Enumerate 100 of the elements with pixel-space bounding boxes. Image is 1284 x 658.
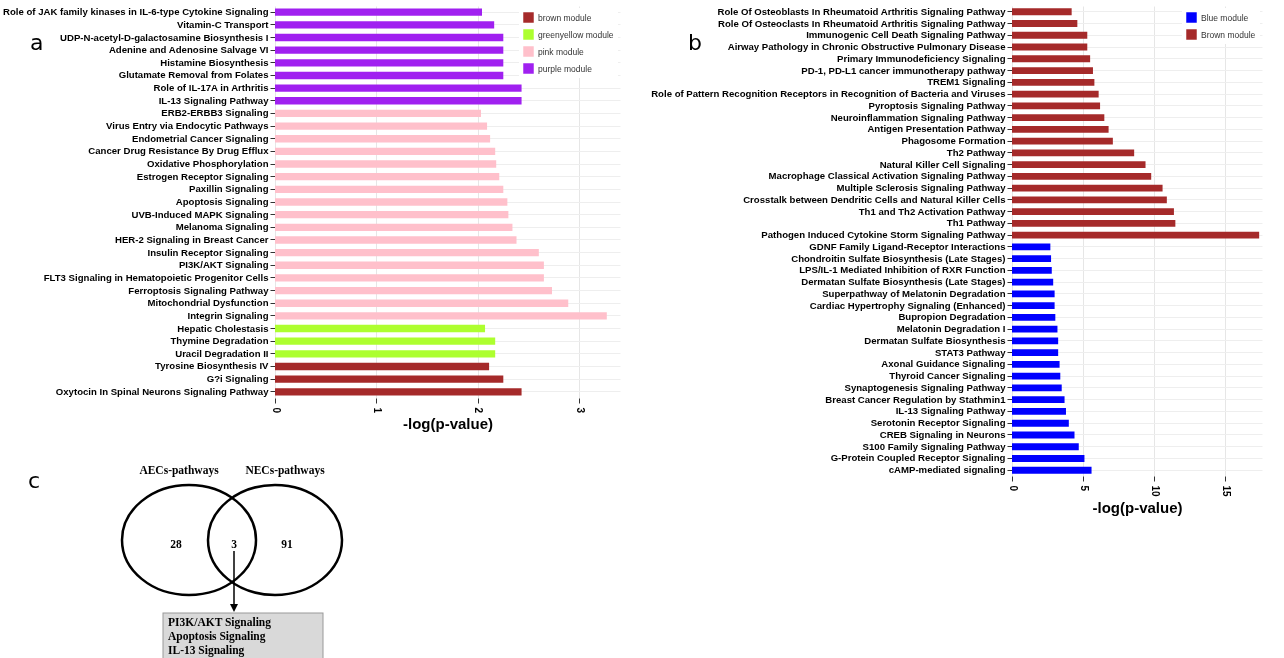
bar (1012, 243, 1051, 251)
bar (275, 337, 496, 345)
y-tick-label: Cancer Drug Resistance By Drug Efflux (88, 145, 270, 157)
y-tick-label: Uracil Degradation II (175, 347, 269, 359)
bar (275, 84, 522, 92)
bar (275, 350, 496, 358)
bar (275, 312, 607, 320)
y-tick-label: Phagosome Formation (901, 135, 1006, 147)
x-axis-title: -log(p-value) (403, 415, 493, 433)
x-tick-label: 10 (1149, 485, 1161, 498)
y-tick-label: Th1 Pathway (946, 217, 1007, 229)
y-tick-label: Axonal Guidance Signaling (881, 358, 1006, 370)
y-tick-label: G?i Signaling (206, 373, 269, 385)
y-tick-label: Thyroid Cancer Signaling (889, 370, 1006, 382)
bar (1012, 114, 1105, 121)
bar (1012, 278, 1054, 286)
y-tick-label: Antigen Presentation Pathway (867, 123, 1007, 135)
bar (275, 135, 491, 143)
y-tick-label: FLT3 Signaling in Hematopoietic Progenitor Cells (43, 271, 269, 283)
text: c (28, 468, 41, 493)
bar (275, 198, 508, 206)
bar (1012, 184, 1163, 192)
bar (275, 299, 569, 307)
y-tick-label: Breast Cancer Regulation by Stathmin1 (825, 393, 1007, 405)
y-tick-label: Vitamin-C Transport (176, 18, 270, 30)
bar (1012, 408, 1066, 415)
text: IL-13 Signaling (168, 644, 245, 657)
y-tick-label: Apoptosis Signaling (175, 196, 269, 207)
y-tick-label: cAMP-mediated signaling (888, 464, 1006, 476)
bar (275, 97, 522, 105)
y-tick-label: Pyroptosis Signaling Pathway (868, 99, 1007, 111)
y-tick-label: IL-13 Signaling Pathway (895, 405, 1007, 417)
y-tick-label: PD-1, PD-L1 cancer immunotherapy pathway (801, 64, 1007, 76)
y-tick-label: Estrogen Receptor Signaling (136, 170, 269, 182)
x-tick-label: 5 (1078, 485, 1090, 492)
bar (1012, 102, 1101, 110)
y-tick-label: Airway Pathology in Chronic Obstructive Pulmonary Disease (727, 41, 1006, 53)
bar (1012, 455, 1085, 462)
bar (1012, 302, 1055, 310)
bar (275, 160, 497, 168)
bar (275, 71, 504, 80)
text: a (30, 30, 44, 55)
bar (275, 248, 539, 257)
bar (275, 223, 513, 231)
bar (1012, 419, 1069, 427)
bar (275, 8, 482, 16)
category-label: AECs-pathways (139, 464, 220, 477)
bar (275, 236, 517, 244)
y-tick-label: Melatonin Degradation I (896, 323, 1006, 335)
x-tick-label: 1 (371, 407, 383, 414)
bar (275, 109, 481, 118)
text: b (688, 30, 702, 55)
x-tick-label: 2 (473, 407, 485, 414)
bar (275, 362, 490, 371)
y-tick-label: GDNF Family Ligand-Receptor Interactions (809, 240, 1006, 252)
y-tick-label: Dermatan Sulfate Biosynthesis (864, 334, 1006, 346)
bar (275, 324, 486, 333)
text: 28 (170, 538, 182, 550)
y-tick-label: Pathogen Induced Cytokine Storm Signaling Pathway (761, 229, 1007, 241)
bar (1012, 20, 1078, 27)
y-tick-label: Histamine Biosynthesis (160, 56, 269, 68)
bar (275, 261, 544, 269)
y-tick-label: Tyrosine Biosynthesis IV (155, 360, 270, 372)
bar (1012, 231, 1260, 239)
y-tick-label: Th2 Pathway (946, 146, 1007, 158)
category-label: NECs-pathways (245, 464, 326, 477)
y-tick-label: HER-2 Signaling in Breast Cancer (114, 233, 269, 245)
y-tick-label: Superpathway of Melatonin Degradation (822, 287, 1006, 299)
bar (275, 122, 488, 130)
y-tick-label: Insulin Receptor Signaling (147, 246, 269, 258)
y-tick-label: Paxillin Signaling (189, 183, 269, 195)
bar (1012, 196, 1167, 204)
y-tick-label: Chondroitin Sulfate Biosynthesis (Late Stages) (791, 252, 1006, 264)
legend-label: purple module (538, 63, 593, 74)
y-tick-label: Multiple Sclerosis Signaling Pathway (836, 182, 1007, 194)
y-tick-label: Serotonin Receptor Signaling (870, 417, 1006, 429)
y-tick-label: Macrophage Classical Activation Signaling Pathway (768, 170, 1007, 182)
x-tick-label: 0 (270, 407, 282, 414)
y-tick-label: Role Of Osteoclasts In Rheumatoid Arthritis Signaling Pathway (717, 17, 1007, 29)
y-tick-label: Neuroinflammation Signaling Pathway (830, 111, 1007, 123)
y-tick-label: S100 Family Signaling Pathway (862, 440, 1007, 452)
y-tick-label: Hepatic Cholestasis (177, 322, 269, 334)
y-tick-label: Adenine and Adenosine Salvage VI (108, 44, 269, 56)
y-tick-label: Immunogenic Cell Death Signaling Pathway (806, 29, 1007, 41)
bar (1012, 361, 1060, 368)
y-tick-label: Mitochondrial Dysfunction (147, 297, 269, 309)
x-tick-label: 3 (574, 407, 586, 414)
y-tick-label: Thymine Degradation (170, 335, 269, 347)
bar (275, 59, 504, 67)
bar (1012, 266, 1052, 274)
bar (1012, 349, 1059, 357)
bar (275, 286, 553, 295)
text: 3 (231, 538, 238, 550)
y-tick-label: Ferroptosis Signaling Pathway (128, 284, 270, 296)
bar (1012, 466, 1092, 474)
x-tick-label: 15 (1220, 485, 1232, 498)
bar (1012, 55, 1091, 63)
y-tick-label: Th1 and Th2 Activation Pathway (858, 205, 1007, 217)
legend-label: greenyellow module (538, 29, 614, 40)
bar (1012, 31, 1088, 39)
